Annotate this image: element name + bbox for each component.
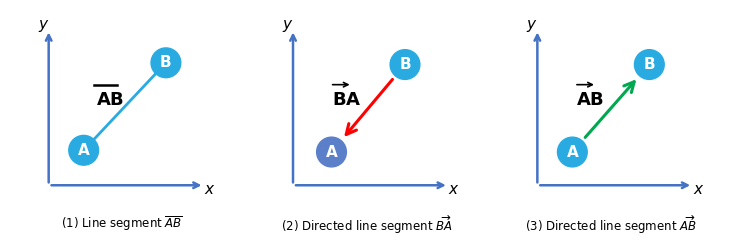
Text: $x$: $x$ <box>448 182 460 197</box>
Text: $x$: $x$ <box>693 182 704 197</box>
Text: $y$: $y$ <box>282 18 293 34</box>
Circle shape <box>317 137 347 167</box>
Text: $y$: $y$ <box>37 18 49 34</box>
Circle shape <box>151 48 181 78</box>
Text: A: A <box>325 145 337 159</box>
Text: $\mathbf{BA}$: $\mathbf{BA}$ <box>331 91 361 109</box>
Text: A: A <box>78 143 89 158</box>
Text: (1) Line segment $\overline{AB}$: (1) Line segment $\overline{AB}$ <box>61 214 183 233</box>
Text: (3) Directed line segment $\overrightarrow{AB}$: (3) Directed line segment $\overrightarr… <box>525 214 697 236</box>
Text: $\mathbf{AB}$: $\mathbf{AB}$ <box>96 91 124 109</box>
Text: $\mathbf{AB}$: $\mathbf{AB}$ <box>576 91 604 109</box>
Text: $x$: $x$ <box>204 182 216 197</box>
Text: $y$: $y$ <box>526 18 538 34</box>
Text: A: A <box>567 145 578 159</box>
Text: B: B <box>160 55 172 70</box>
Circle shape <box>69 135 98 165</box>
Text: (2) Directed line segment $\overrightarrow{BA}$: (2) Directed line segment $\overrightarr… <box>281 214 452 236</box>
Circle shape <box>635 50 664 79</box>
Text: B: B <box>399 57 410 72</box>
Text: B: B <box>644 57 655 72</box>
Circle shape <box>558 137 587 167</box>
Circle shape <box>390 50 420 79</box>
